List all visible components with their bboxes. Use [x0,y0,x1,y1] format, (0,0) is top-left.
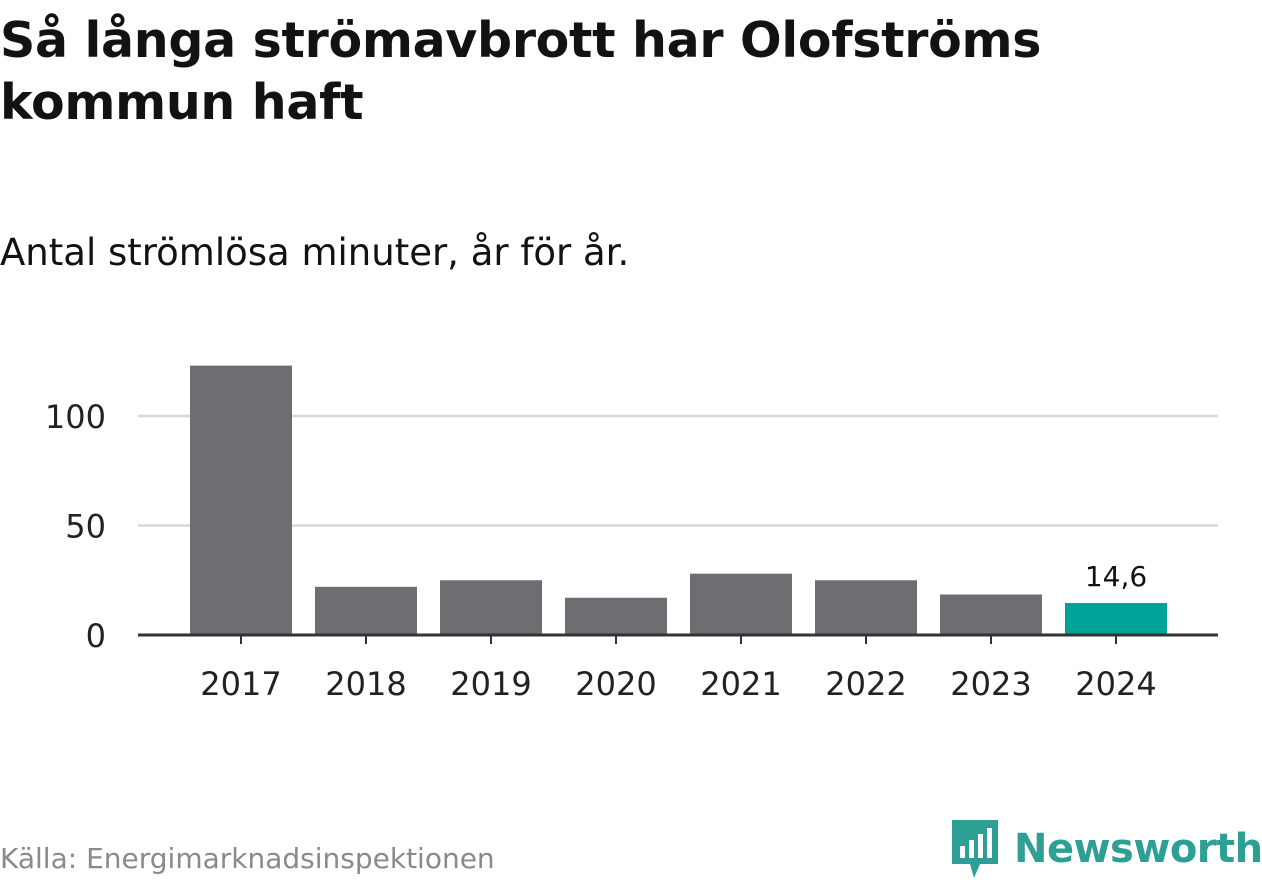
bar-2023 [940,594,1042,635]
chart-title: Så långa strömavbrott har Olofströms kom… [0,12,1042,131]
newsworthy-logo-icon [952,820,998,878]
x-tick-label: 2020 [575,665,656,703]
y-tick-label: 50 [65,508,106,546]
x-tick-label: 2021 [700,665,781,703]
x-tick-label: 2018 [325,665,406,703]
y-tick-label: 0 [86,617,106,655]
bar-2019 [440,580,542,635]
bar-2020 [565,597,667,635]
bar-2017 [190,365,292,635]
chart-subtitle: Antal strömlösa minuter, år för år. [0,231,630,274]
x-tick-label: 2022 [825,665,906,703]
bar-2022 [815,580,917,635]
data-label: 14,6 [1085,560,1147,593]
x-tick-label: 2017 [200,665,281,703]
x-tick-label: 2023 [950,665,1031,703]
brand-name: Newsworthy [1014,826,1262,872]
bar-2021 [690,573,792,635]
bar-2024 [1065,603,1167,635]
source-note: Källa: Energimarknadsinspektionen [0,842,495,875]
x-tick-label: 2019 [450,665,531,703]
x-tick-label: 2024 [1075,665,1156,703]
y-tick-label: 100 [45,398,106,436]
bar-2018 [315,586,417,635]
bar-chart: 0 50 100 2017 2018 2019 2020 2021 2022 2023 2024 14… [45,365,1218,703]
brand-logo: Newsworthy [950,818,1262,880]
